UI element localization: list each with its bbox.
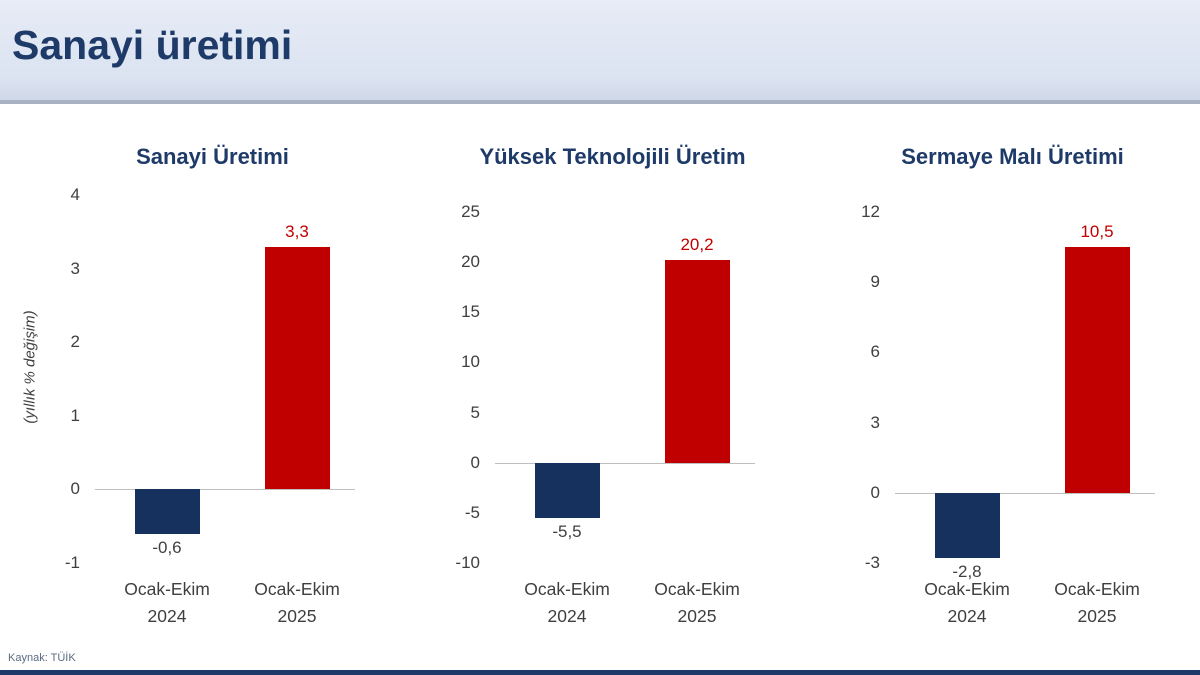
zero-axis-line — [95, 489, 355, 491]
x-axis-label-2025: Ocak-Ekim 2025 — [1027, 576, 1167, 630]
value-label-2024: -0,6 — [152, 537, 182, 557]
y-axis-tick-label: 12 — [861, 202, 880, 221]
chart-title: Sermaye Malı Üretimi — [901, 144, 1124, 169]
y-axis-tick-label: 9 — [870, 272, 880, 292]
x-axis-label-2025: Ocak-Ekim 2025 — [227, 576, 367, 630]
y-axis-tick-label: 5 — [470, 402, 480, 422]
bar-2025 — [664, 260, 730, 463]
bar-2024 — [934, 492, 1000, 559]
x-axis-label-2024: Ocak-Ekim 2024 — [497, 576, 637, 630]
x-axis-label-line: Ocak-Ekim — [1054, 579, 1140, 599]
y-axis-tick-label: 3 — [870, 412, 880, 432]
bar-2024 — [534, 462, 600, 518]
bar-2025 — [1064, 247, 1130, 493]
y-axis-tick-label: 1 — [70, 405, 80, 425]
value-label-2025: 10,5 — [1080, 222, 1114, 242]
y-axis-tick-label: 15 — [461, 302, 480, 322]
y-axis-tick-label: 10 — [461, 352, 480, 372]
y-axis-tick-label: 0 — [70, 479, 80, 499]
y-axis-tick-label: 3 — [70, 258, 80, 278]
y-axis-tick-label: 0 — [470, 452, 480, 472]
y-axis-tick-label: -5 — [464, 502, 480, 522]
x-axis-label-line: Ocak-Ekim — [124, 579, 210, 599]
page-title: Sanayi üretimi — [12, 22, 293, 68]
x-axis-label-line: 2025 — [1077, 606, 1117, 626]
chart-yuksek-teknolojili-uretim: Yüksek Teknolojili Üretim 25 20 15 10 5 0 -5 -10… — [400, 106, 800, 651]
x-axis-label-line: 2024 — [147, 606, 187, 626]
bar-2024 — [134, 489, 200, 534]
x-axis-label-line: Ocak-Ekim — [524, 579, 610, 599]
x-axis-label-2024: Ocak-Ekim 2024 — [897, 576, 1037, 630]
source-note: Kaynak: TÜİK — [8, 652, 76, 664]
x-axis-label-line: 2024 — [547, 606, 587, 626]
x-axis-label-line: Ocak-Ekim — [254, 579, 340, 599]
zero-axis-line — [895, 492, 1155, 494]
y-axis-tick-label: 20 — [461, 252, 480, 272]
value-label-2024: -5,5 — [552, 521, 582, 541]
y-axis-tick-label: -3 — [864, 553, 880, 572]
charts-row: Sanayi Üretimi (yıllık % değişim) 4 3 2 1 0 -1-… — [0, 106, 1200, 651]
x-axis-label-line: 2024 — [947, 606, 987, 626]
y-axis-tick-label: 25 — [461, 202, 480, 221]
y-axis-tick-label: -10 — [455, 553, 480, 572]
y-axis-tick-label: 0 — [870, 482, 880, 502]
y-axis-tick-label: 4 — [70, 185, 80, 204]
x-axis-label-2025: Ocak-Ekim 2025 — [627, 576, 767, 630]
zero-axis-line — [495, 462, 755, 464]
chart-sermaye-mali-uretimi: Sermaye Malı Üretimi 12 9 6 3 0 -3 -2,8 Ocak-Eki… — [800, 106, 1200, 651]
chart-sanayi-uretimi: Sanayi Üretimi (yıllık % değişim) 4 3 2 1 0 -1-… — [0, 106, 400, 651]
x-axis-label-line: 2025 — [677, 606, 717, 626]
y-axis-tick-label: -1 — [64, 553, 80, 572]
bottom-accent-bar — [0, 670, 1200, 675]
y-axis-tick-label: 2 — [70, 332, 80, 352]
x-axis-label-line: Ocak-Ekim — [924, 579, 1010, 599]
chart-title: Yüksek Teknolojili Üretim — [479, 144, 746, 169]
value-label-2025: 3,3 — [285, 221, 309, 241]
x-axis-label-line: 2025 — [277, 606, 317, 626]
y-axis-tick-label: 6 — [870, 342, 880, 362]
value-label-2025: 20,2 — [680, 235, 714, 255]
x-axis-label-line: Ocak-Ekim — [654, 579, 740, 599]
slide-header: Sanayi üretimi — [0, 0, 1200, 104]
x-axis-label-2024: Ocak-Ekim 2024 — [97, 576, 237, 630]
bar-2025 — [264, 246, 330, 490]
chart-title: Sanayi Üretimi — [136, 144, 289, 169]
value-label-2024: -2,8 — [952, 562, 982, 582]
